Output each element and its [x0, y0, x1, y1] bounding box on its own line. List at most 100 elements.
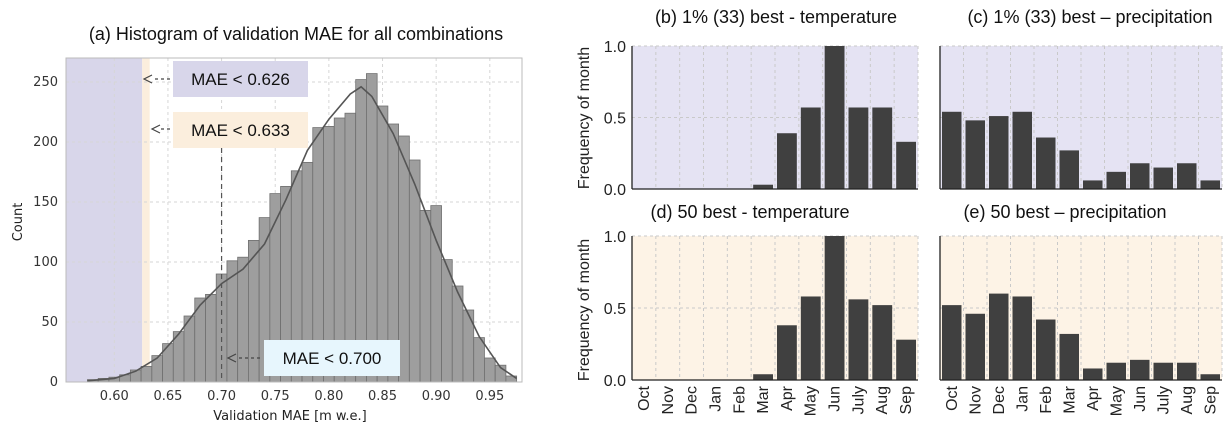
month-bar	[1106, 362, 1126, 380]
month-label: May	[803, 386, 820, 416]
month-bar	[1153, 362, 1173, 380]
month-bar	[848, 107, 869, 189]
threshold-arrowhead	[226, 353, 237, 363]
kde-curve	[87, 85, 518, 382]
y-tick-label: 0.5	[604, 301, 626, 318]
month-label: Aug	[1179, 386, 1196, 414]
panel-e-precipitation-bottom: (e) 50 best – precipitation Oct Nov Dec Jan…	[939, 202, 1223, 416]
y-tick-label: 0.5	[604, 111, 626, 128]
threshold-label: MAE < 0.633	[191, 121, 290, 140]
month-bar	[1059, 150, 1079, 189]
panel-d-temperature-bottom: (d) 50 best - temperature 0.0 0.5 1.0 Oct No…	[604, 202, 919, 416]
threshold-label-box	[173, 61, 308, 97]
month-bar	[942, 305, 962, 380]
threshold-arrowhead	[142, 74, 153, 84]
month-label: Mar	[755, 385, 772, 413]
histogram-bar	[366, 73, 378, 383]
threshold-label-box	[173, 112, 308, 148]
histogram-bar	[237, 256, 249, 383]
y-tick-label: 50	[41, 315, 58, 330]
x-tick-label: 0.65	[153, 389, 182, 404]
panel-c-precipitation-top: (c) 1% (33) best – precipitation	[939, 7, 1223, 190]
panel-d-ylabel: Frequency of month	[576, 239, 593, 381]
month-bar	[1083, 180, 1103, 189]
y-tick-label: 150	[33, 195, 58, 210]
y-tick-label: 0.0	[604, 373, 626, 390]
panel-a-histogram: (a) Histogram of validation MAE for all …	[11, 24, 523, 424]
month-bar	[848, 299, 869, 380]
month-label: Aug	[874, 386, 891, 414]
panel-b-ylabel: Frequency of month	[576, 47, 593, 189]
month-label: Feb	[731, 386, 748, 414]
x-tick-label: 0.75	[261, 389, 290, 404]
month-label: Nov	[967, 386, 984, 414]
month-bar	[777, 325, 797, 380]
month-bar	[753, 374, 773, 380]
month-bar	[942, 111, 962, 189]
month-bar	[989, 293, 1009, 380]
month-bar	[1130, 359, 1150, 380]
panel-a-xlabel: Validation MAE [m w.e.]	[213, 409, 366, 424]
month-label: Apr	[1085, 385, 1102, 411]
month-label: Feb	[1038, 386, 1055, 414]
y-tick-label: 0.0	[604, 182, 626, 199]
month-bar	[1012, 111, 1032, 189]
y-tick-label: 1.0	[604, 229, 626, 246]
month-bar	[989, 116, 1009, 189]
month-bar	[1083, 368, 1103, 380]
y-tick-label: 0	[50, 375, 58, 390]
y-tick-label: 100	[33, 255, 58, 270]
panel-a-frame	[65, 57, 523, 383]
histogram-bar	[398, 135, 410, 383]
month-bar	[1012, 296, 1032, 380]
threshold-label: MAE < 0.626	[191, 70, 290, 89]
panel-background	[632, 46, 918, 189]
month-bar	[872, 305, 893, 380]
threshold-label-box	[264, 340, 400, 376]
x-tick-label: 0.70	[207, 389, 236, 404]
month-bar	[777, 133, 797, 189]
panel-a-title: (a) Histogram of validation MAE for all …	[89, 24, 503, 44]
month-bar	[1177, 163, 1197, 189]
month-bar	[800, 107, 821, 189]
x-tick-label: 0.90	[422, 389, 451, 404]
threshold-arrowhead	[150, 124, 161, 134]
month-bar	[1036, 137, 1056, 189]
month-label: Oct	[636, 385, 653, 410]
month-bar	[1036, 319, 1056, 380]
month-bar	[753, 184, 773, 189]
month-bar	[1200, 180, 1220, 189]
month-label: Dec	[991, 386, 1008, 414]
y-tick-label: 1.0	[604, 39, 626, 56]
month-label: July	[850, 386, 867, 414]
histogram-bar	[205, 293, 217, 383]
y-tick-label: 200	[33, 135, 58, 150]
month-label: Jan	[1014, 386, 1031, 412]
month-label: Sep	[1202, 386, 1219, 415]
month-bar	[965, 120, 985, 189]
month-label: Nov	[660, 386, 677, 414]
month-label: Oct	[944, 385, 961, 410]
threshold-0626-region	[66, 58, 143, 382]
month-bar	[1059, 333, 1079, 380]
month-label: Jun	[827, 386, 844, 412]
month-label: May	[1108, 386, 1125, 416]
month-bar	[1200, 374, 1220, 380]
month-bar	[1177, 362, 1197, 380]
threshold-label: MAE < 0.700	[283, 349, 382, 368]
x-tick-label: 0.85	[368, 389, 397, 404]
panel-c-title: (c) 1% (33) best – precipitation	[967, 7, 1212, 27]
month-bar	[824, 236, 845, 380]
panel-e-title: (e) 50 best – precipitation	[963, 202, 1166, 222]
month-label: July	[1155, 386, 1172, 414]
month-bar	[896, 141, 916, 189]
panel-b-temperature-top: (b) 1% (33) best - temperature 0.0 0.5 1.0	[604, 7, 919, 199]
month-label: Dec	[684, 386, 701, 414]
histogram-bar	[355, 79, 367, 383]
histogram-bar	[441, 259, 453, 383]
month-bar	[965, 313, 985, 380]
x-tick-label: 0.95	[475, 389, 504, 404]
month-label: Jan	[707, 386, 724, 412]
month-bar	[800, 296, 821, 380]
